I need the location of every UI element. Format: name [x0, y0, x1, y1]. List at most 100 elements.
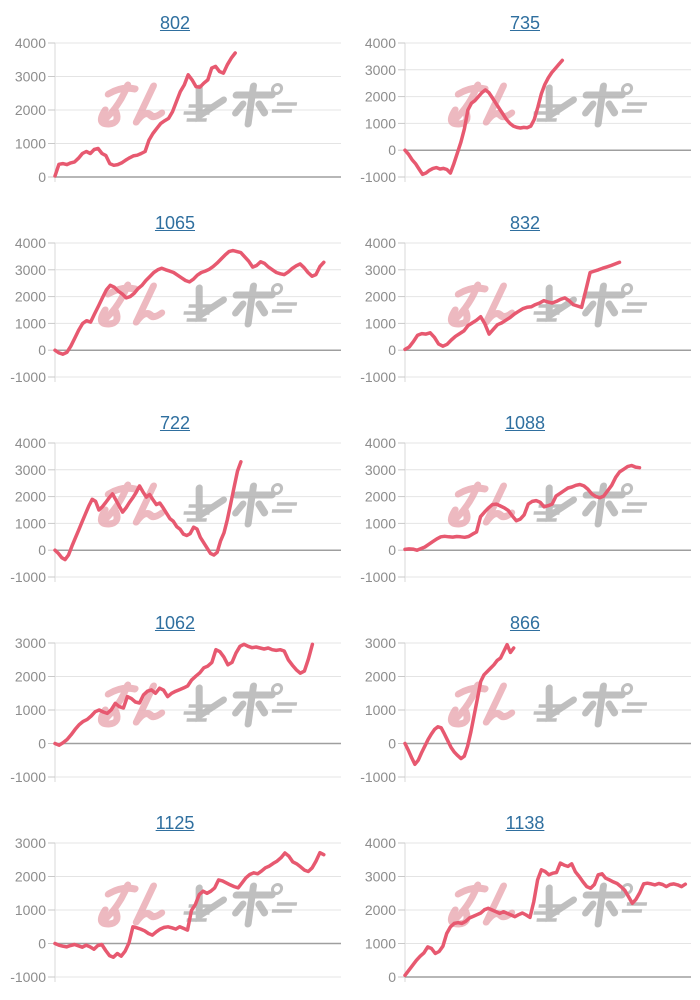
watermark-minrepo-logo	[97, 81, 298, 128]
chart-title-link[interactable]: 1065	[154, 213, 196, 233]
line-chart: 4000 3000 2000 1000 0 -1000	[360, 236, 691, 385]
y-tick-label: -1000	[10, 769, 46, 785]
y-tick-label: 1000	[15, 902, 46, 918]
watermark-minrepo-logo	[97, 881, 298, 928]
chart-card: 866 3000 2000 1000 0 -1000	[350, 600, 700, 800]
chart-card: 802 4000 3000 2000 1000 0	[0, 0, 350, 200]
data-line	[53, 850, 326, 959]
chart-title-row: 1138	[350, 810, 700, 836]
y-tick-label: 3000	[15, 262, 46, 278]
data-line	[403, 463, 642, 552]
data-line	[53, 642, 315, 747]
y-tick-label: 3000	[365, 869, 396, 885]
data-line	[403, 260, 622, 352]
y-tick-label: 1000	[365, 115, 396, 131]
line-chart: 3000 2000 1000 0 -1000	[360, 636, 691, 785]
line-chart: 4000 3000 2000 1000 0	[15, 36, 341, 185]
y-tick-label: -1000	[10, 969, 46, 985]
chart-card: 1125 3000 2000 1000 0 -1000	[0, 800, 350, 1000]
chart-card: 1062 3000 2000 1000 0 -1000	[0, 600, 350, 800]
chart-title-link[interactable]: 832	[509, 213, 541, 233]
line-chart: 3000 2000 1000 0 -1000	[10, 836, 341, 985]
chart-card: 832 4000 3000 2000 1000 0 -1000	[350, 200, 700, 400]
watermark-minrepo-logo	[447, 881, 648, 928]
chart-card: 1088 4000 3000 2000 1000 0 -1000	[350, 400, 700, 600]
y-tick-label: 2000	[365, 289, 396, 305]
chart-title-link[interactable]: 1062	[154, 613, 196, 633]
chart-title-row: 1062	[0, 610, 350, 636]
chart-title-row: 722	[0, 410, 350, 436]
chart-title-link[interactable]: 802	[159, 13, 191, 33]
chart-title-link[interactable]: 1125	[155, 813, 195, 833]
y-tick-label: -1000	[360, 369, 396, 385]
y-tick-label: 0	[388, 969, 396, 985]
chart-card: 735 4000 3000 2000 1000 0 -1000	[350, 0, 700, 200]
line-chart: 3000 2000 1000 0 -1000	[10, 636, 341, 785]
y-tick-label: 1000	[15, 702, 46, 718]
y-tick-label: 3000	[15, 636, 46, 651]
y-tick-label: 1000	[15, 136, 46, 152]
y-tick-label: 4000	[365, 836, 396, 851]
y-tick-label: 1000	[15, 315, 46, 331]
watermark-minrepo-logo	[97, 481, 298, 528]
watermark-minrepo-logo	[447, 81, 648, 128]
y-tick-label: 4000	[15, 36, 46, 51]
data-line	[53, 51, 237, 178]
chart-title-row: 1125	[0, 810, 350, 836]
y-tick-label: -1000	[10, 569, 46, 585]
y-tick-label: 4000	[365, 436, 396, 451]
y-tick-label: 0	[388, 142, 396, 158]
y-tick-label: 4000	[365, 36, 396, 51]
y-tick-label: 0	[388, 342, 396, 358]
y-tick-label: 0	[38, 342, 46, 358]
y-tick-label: 3000	[15, 69, 46, 85]
chart-title-link[interactable]: 1088	[504, 413, 546, 433]
y-tick-label: 3000	[365, 262, 396, 278]
y-tick-label: 2000	[365, 489, 396, 505]
chart-card: 1138 4000 3000 2000 1000 0	[350, 800, 700, 1000]
y-tick-label: 3000	[365, 636, 396, 651]
y-tick-label: 2000	[15, 669, 46, 685]
line-chart: 4000 3000 2000 1000 0 -1000	[360, 436, 691, 585]
chart-title-row: 735	[350, 10, 700, 36]
data-line	[403, 58, 565, 177]
y-tick-label: 2000	[15, 102, 46, 118]
chart-title-link[interactable]: 1138	[505, 813, 545, 833]
y-tick-label: 0	[38, 542, 46, 558]
chart-title-link[interactable]: 735	[509, 13, 541, 33]
y-tick-label: 3000	[15, 462, 46, 478]
y-tick-label: 0	[388, 736, 396, 752]
y-tick-label: 0	[38, 936, 46, 952]
y-tick-label: -1000	[360, 569, 396, 585]
chart-title-row: 1065	[0, 210, 350, 236]
y-tick-label: 2000	[15, 869, 46, 885]
y-tick-label: -1000	[10, 369, 46, 385]
y-tick-label: 1000	[15, 515, 46, 531]
y-tick-label: 3000	[365, 462, 396, 478]
y-tick-label: 4000	[15, 436, 46, 451]
chart-card: 1065 4000 3000 2000 1000 0 -1000	[0, 200, 350, 400]
chart-title-row: 832	[350, 210, 700, 236]
line-chart: 4000 3000 2000 1000 0	[365, 836, 691, 985]
chart-title-row: 1088	[350, 410, 700, 436]
y-tick-label: 2000	[15, 289, 46, 305]
y-tick-label: 1000	[365, 515, 396, 531]
y-tick-label: 2000	[15, 489, 46, 505]
watermark-minrepo-logo	[447, 681, 648, 728]
watermark-minrepo-logo	[97, 281, 298, 328]
chart-title-row: 866	[350, 610, 700, 636]
chart-title-row: 802	[0, 10, 350, 36]
y-tick-label: 2000	[365, 89, 396, 105]
line-chart: 4000 3000 2000 1000 0 -1000	[10, 436, 341, 585]
y-tick-label: 0	[38, 169, 46, 185]
chart-title-link[interactable]: 722	[159, 413, 191, 433]
line-chart: 4000 3000 2000 1000 0 -1000	[10, 236, 341, 385]
chart-card: 722 4000 3000 2000 1000 0 -1000	[0, 400, 350, 600]
y-tick-label: 4000	[365, 236, 396, 251]
chart-title-link[interactable]: 866	[509, 613, 541, 633]
y-tick-label: 2000	[365, 902, 396, 918]
y-tick-label: 4000	[15, 236, 46, 251]
y-tick-label: 0	[38, 736, 46, 752]
y-tick-label: 0	[388, 542, 396, 558]
